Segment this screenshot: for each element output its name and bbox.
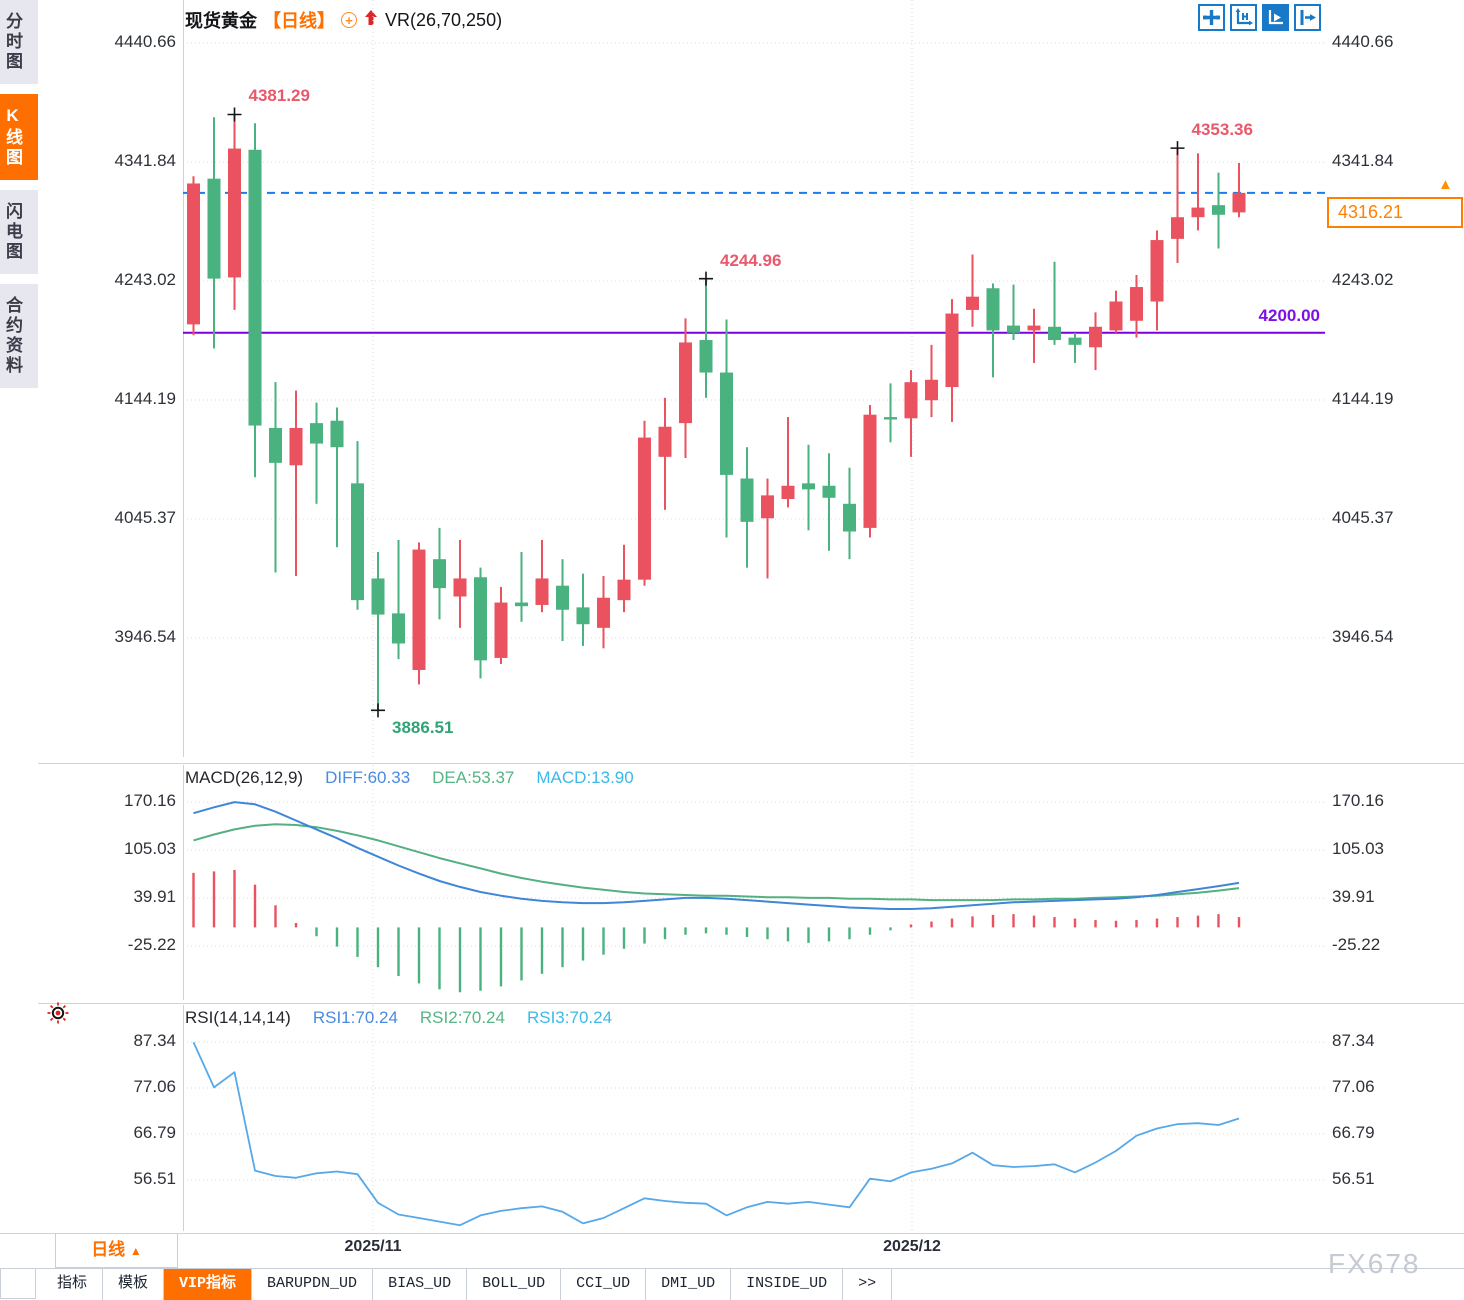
macd-axis-label: 39.91 [1332,886,1375,906]
rsi-title: RSI(14,14,14) [185,1008,291,1027]
tab-VIP指标[interactable]: VIP指标 [164,1269,253,1300]
price-axis-label: 3946.54 [1332,627,1394,647]
time-axis: 日线 ▲ 2025/11 2025/12 [0,1233,1464,1268]
tab-指标[interactable]: 指标 [42,1269,104,1300]
rsi-header: RSI(14,14,14) RSI1:70.24 RSI2:70.24 RSI3… [185,1008,612,1028]
macd-dea-value: DEA:53.37 [432,768,515,787]
rsi-axis-label: 66.79 [133,1122,176,1142]
period-selector-label: 日线 [91,1240,126,1259]
period-selector-arrow-icon: ▲ [129,1244,142,1258]
price-annotation-3886.51: 3886.51 [392,718,454,738]
sidebar-item-分时图[interactable]: 分时图 [0,0,38,84]
tab->>[interactable]: >> [843,1269,893,1300]
current-price-tag: 4316.21 [1327,197,1463,228]
price-axis-label: 4045.37 [1332,508,1394,527]
macd-axis-label: 170.16 [1332,791,1384,810]
rsi-axis-label: 87.34 [1332,1031,1375,1050]
price-axis-label: 4341.84 [1332,151,1394,170]
macd-title: MACD(26,12,9) [185,768,304,787]
rsi-axis-label: 66.79 [1332,1122,1375,1142]
axis-range-icon[interactable] [1230,4,1257,31]
macd-hist-value: MACD:13.90 [536,768,634,787]
fx678-watermark: FX678 [1328,1248,1421,1279]
symbol-title: 现货黄金 [185,11,257,31]
auto-fit-icon[interactable] [1262,4,1289,31]
price-axis-label: 4440.66 [114,32,176,51]
macd-axis-label: -25.22 [1332,934,1381,954]
tab-INSIDE_UD[interactable]: INSIDE_UD [731,1269,844,1300]
price-axis-label: 4243.02 [114,270,176,289]
price-axis-label: 4144.19 [114,389,176,408]
sidebar-item-闪电图[interactable]: 闪电图 [0,190,38,274]
macd-diff-value: DIFF:60.33 [325,768,411,787]
price-axis-label: 4045.37 [114,508,176,527]
rsi-axis-label: 56.51 [1332,1168,1375,1188]
rsi-axis-label: 87.34 [133,1031,176,1050]
tab-CCI_UD[interactable]: CCI_UD [561,1269,647,1300]
rsi-axis-label: 56.51 [133,1168,176,1188]
panel-separator [38,1003,1464,1004]
rsi-chart[interactable] [183,1005,1325,1233]
indicator-tab-bar: 指标 模板 VIP指标 BARUPDN_UD BIAS_UD BOLL_UD CCI_UD D… [0,1268,1464,1300]
macd-axis-label: -25.22 [127,934,176,954]
tab-BIAS_UD[interactable]: BIAS_UD [373,1269,468,1300]
indicator-settings-icon[interactable] [46,1001,70,1030]
pan-move-icon[interactable] [1198,4,1225,31]
macd-chart[interactable] [183,765,1325,1003]
chart-header: 现货黄金 【日线】 + VR(26,70,250) [185,7,502,33]
rsi1-value: RSI1:70.24 [312,1008,398,1027]
price-annotation-4381.29: 4381.29 [248,86,310,106]
macd-axis-label: 170.16 [124,791,176,810]
price-axis-label: 4440.66 [1332,32,1394,51]
panel-separator [38,763,1464,764]
period-selector[interactable]: 日线 ▲ [55,1234,178,1268]
left-sidebar: 分时图 K线图闪电图合约资料 [0,0,38,1268]
main-price-chart[interactable] [183,0,1325,763]
price-annotation-4353.36: 4353.36 [1191,120,1253,140]
tab-BOLL_UD[interactable]: BOLL_UD [467,1269,562,1300]
add-overlay-icon[interactable]: + [341,12,357,28]
tab-模板[interactable]: 模板 [103,1269,165,1300]
price-axis-label: 4144.19 [1332,389,1394,408]
macd-axis-label: 105.03 [124,839,176,858]
x-axis-label-nov: 2025/11 [344,1238,402,1255]
macd-axis-label: 39.91 [133,886,176,906]
x-axis-label-dec: 2025/12 [883,1238,941,1255]
price-axis-label: 4243.02 [1332,270,1394,289]
red-up-arrow-icon [363,9,379,32]
rsi2-value: RSI2:70.24 [419,1008,505,1027]
sidebar-item-K线图[interactable]: K线图 [0,94,38,180]
rsi3-value: RSI3:70.24 [526,1008,613,1027]
period-tag: 【日线】 [263,11,335,31]
support-line-label: 4200.00 [1258,306,1320,325]
macd-axis-label: 105.03 [1332,839,1384,858]
shift-right-icon[interactable] [1294,4,1321,31]
rsi-axis-label: 77.06 [133,1077,176,1096]
chart-toolbar [1198,4,1321,31]
price-axis-label: 4341.84 [114,151,176,170]
price-annotation-4244.96: 4244.96 [720,250,782,270]
rsi-axis-label: 77.06 [1332,1077,1375,1096]
price-up-arrow-icon: ▲ [1438,176,1453,193]
macd-header: MACD(26,12,9) DIFF:60.33 DEA:53.37 MACD:… [185,768,634,788]
tab-BARUPDN_UD[interactable]: BARUPDN_UD [252,1269,374,1300]
sidebar-item-合约资料[interactable]: 合约资料 [0,284,38,388]
tab-DMI_UD[interactable]: DMI_UD [646,1269,732,1300]
tab-corner-box [0,1269,36,1299]
vr-indicator-label: VR(26,70,250) [385,9,503,30]
price-axis-label: 3946.54 [114,627,176,647]
